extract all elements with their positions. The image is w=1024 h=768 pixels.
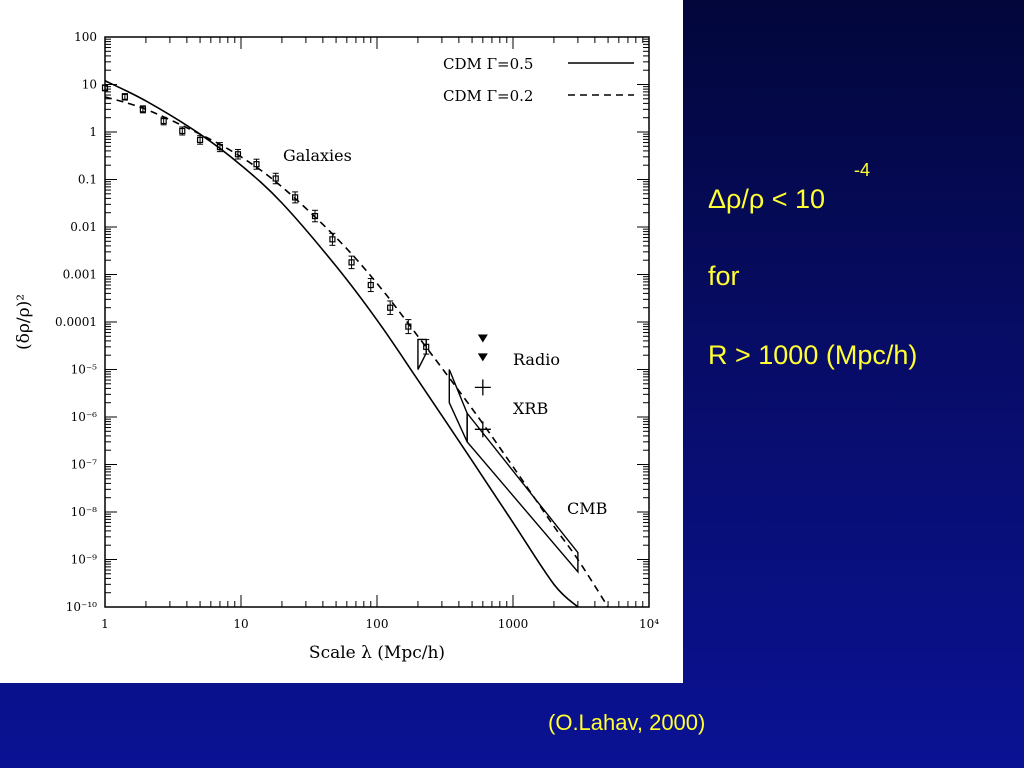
x-axis-title: Scale λ (Mpc/h): [309, 643, 445, 663]
radio-xrb-markers: [474, 334, 491, 438]
x-tick-label: 10⁴: [639, 617, 659, 631]
x-tick-label: 100: [366, 617, 389, 631]
galaxy-points: [101, 84, 430, 355]
y-axis-title: (δρ/ρ)²: [14, 294, 34, 350]
model-curves: [105, 80, 609, 607]
y-tick-label: 10⁻⁵: [71, 363, 98, 377]
galaxy-point: [139, 105, 147, 114]
statement-inequality: Δρ/ρ < 10: [708, 184, 825, 215]
radio-marker: [477, 334, 488, 343]
galaxy-point: [292, 191, 299, 204]
cmb-box: [466, 411, 579, 574]
y-tick-label: 1: [89, 125, 97, 139]
annotation-xrb: XRB: [513, 399, 548, 418]
statement-for: for: [708, 261, 740, 291]
galaxy-point: [387, 300, 394, 315]
statement-main: Δρ/ρ < 10: [708, 184, 826, 214]
galaxy-point: [196, 135, 204, 145]
y-tick-label: 0.0001: [55, 315, 97, 329]
galaxy-point: [348, 255, 355, 270]
y-tick-label: 10: [82, 78, 97, 92]
citation: (O.Lahav, 2000): [548, 710, 706, 735]
y-tick-label: 100: [74, 30, 97, 44]
legend: CDM Γ=0.5 CDM Γ=0.2: [443, 55, 634, 105]
radio-marker: [477, 353, 488, 362]
legend-label-gamma-05: CDM Γ=0.5: [443, 55, 533, 73]
y-tick-label: 0.001: [63, 268, 97, 282]
annotation-galaxies: Galaxies: [283, 146, 352, 165]
y-tick-label: 0.1: [78, 173, 97, 187]
statement-exponent: -4: [854, 160, 870, 181]
galaxy-point: [329, 232, 336, 246]
galaxy-point: [423, 339, 430, 355]
constraint-boxes: [417, 338, 579, 574]
figure-panel: 1 10 100 1000 10⁴ 100 10 1 0.1 0.01 0.001 0.0001 10⁻…: [14, 30, 660, 663]
y-tick-label: 0.01: [70, 220, 97, 234]
x-tick-label: 1: [101, 617, 109, 631]
axis-ticks: [104, 37, 649, 608]
galaxy-point: [216, 142, 224, 153]
plot-frame: [104, 36, 650, 608]
power-spectrum-chart: 1 10 100 1000 10⁴ 100 10 1 0.1 0.01 0.001 0.0001 10⁻…: [14, 30, 659, 663]
galaxy-point: [234, 149, 242, 160]
xrb-marker: [474, 379, 491, 396]
galaxy-point: [160, 116, 167, 126]
x-tick-label: 10: [233, 617, 248, 631]
y-tick-label: 10⁻⁶: [71, 410, 98, 424]
curve-gamma-02: [105, 96, 609, 607]
annotation-cmb: CMB: [567, 499, 607, 518]
y-tick-label: 10⁻⁸: [71, 505, 98, 519]
xrb-marker: [474, 421, 491, 438]
galaxy-point: [367, 278, 374, 293]
galaxy-point: [405, 319, 412, 335]
exponent-text: -4: [854, 160, 871, 180]
legend-label-gamma-02: CDM Γ=0.2: [443, 87, 533, 105]
y-tick-label: 10⁻¹⁰: [66, 600, 97, 614]
galaxy-point: [253, 158, 260, 170]
annotation-radio: Radio: [513, 350, 560, 369]
galaxy-point: [101, 84, 109, 92]
axis-tick-labels: 1 10 100 1000 10⁴ 100 10 1 0.1 0.01 0.001 0.0001 10⁻…: [55, 30, 659, 631]
x-tick-label: 1000: [498, 617, 529, 631]
y-tick-label: 10⁻⁹: [71, 553, 98, 567]
galaxy-point: [121, 93, 128, 101]
galaxy-point: [272, 172, 279, 185]
statement-range: R > 1000 (Mpc/h): [708, 340, 918, 370]
y-tick-label: 10⁻⁷: [71, 458, 98, 472]
galaxy-point: [311, 209, 319, 223]
galaxy-point: [179, 126, 186, 136]
